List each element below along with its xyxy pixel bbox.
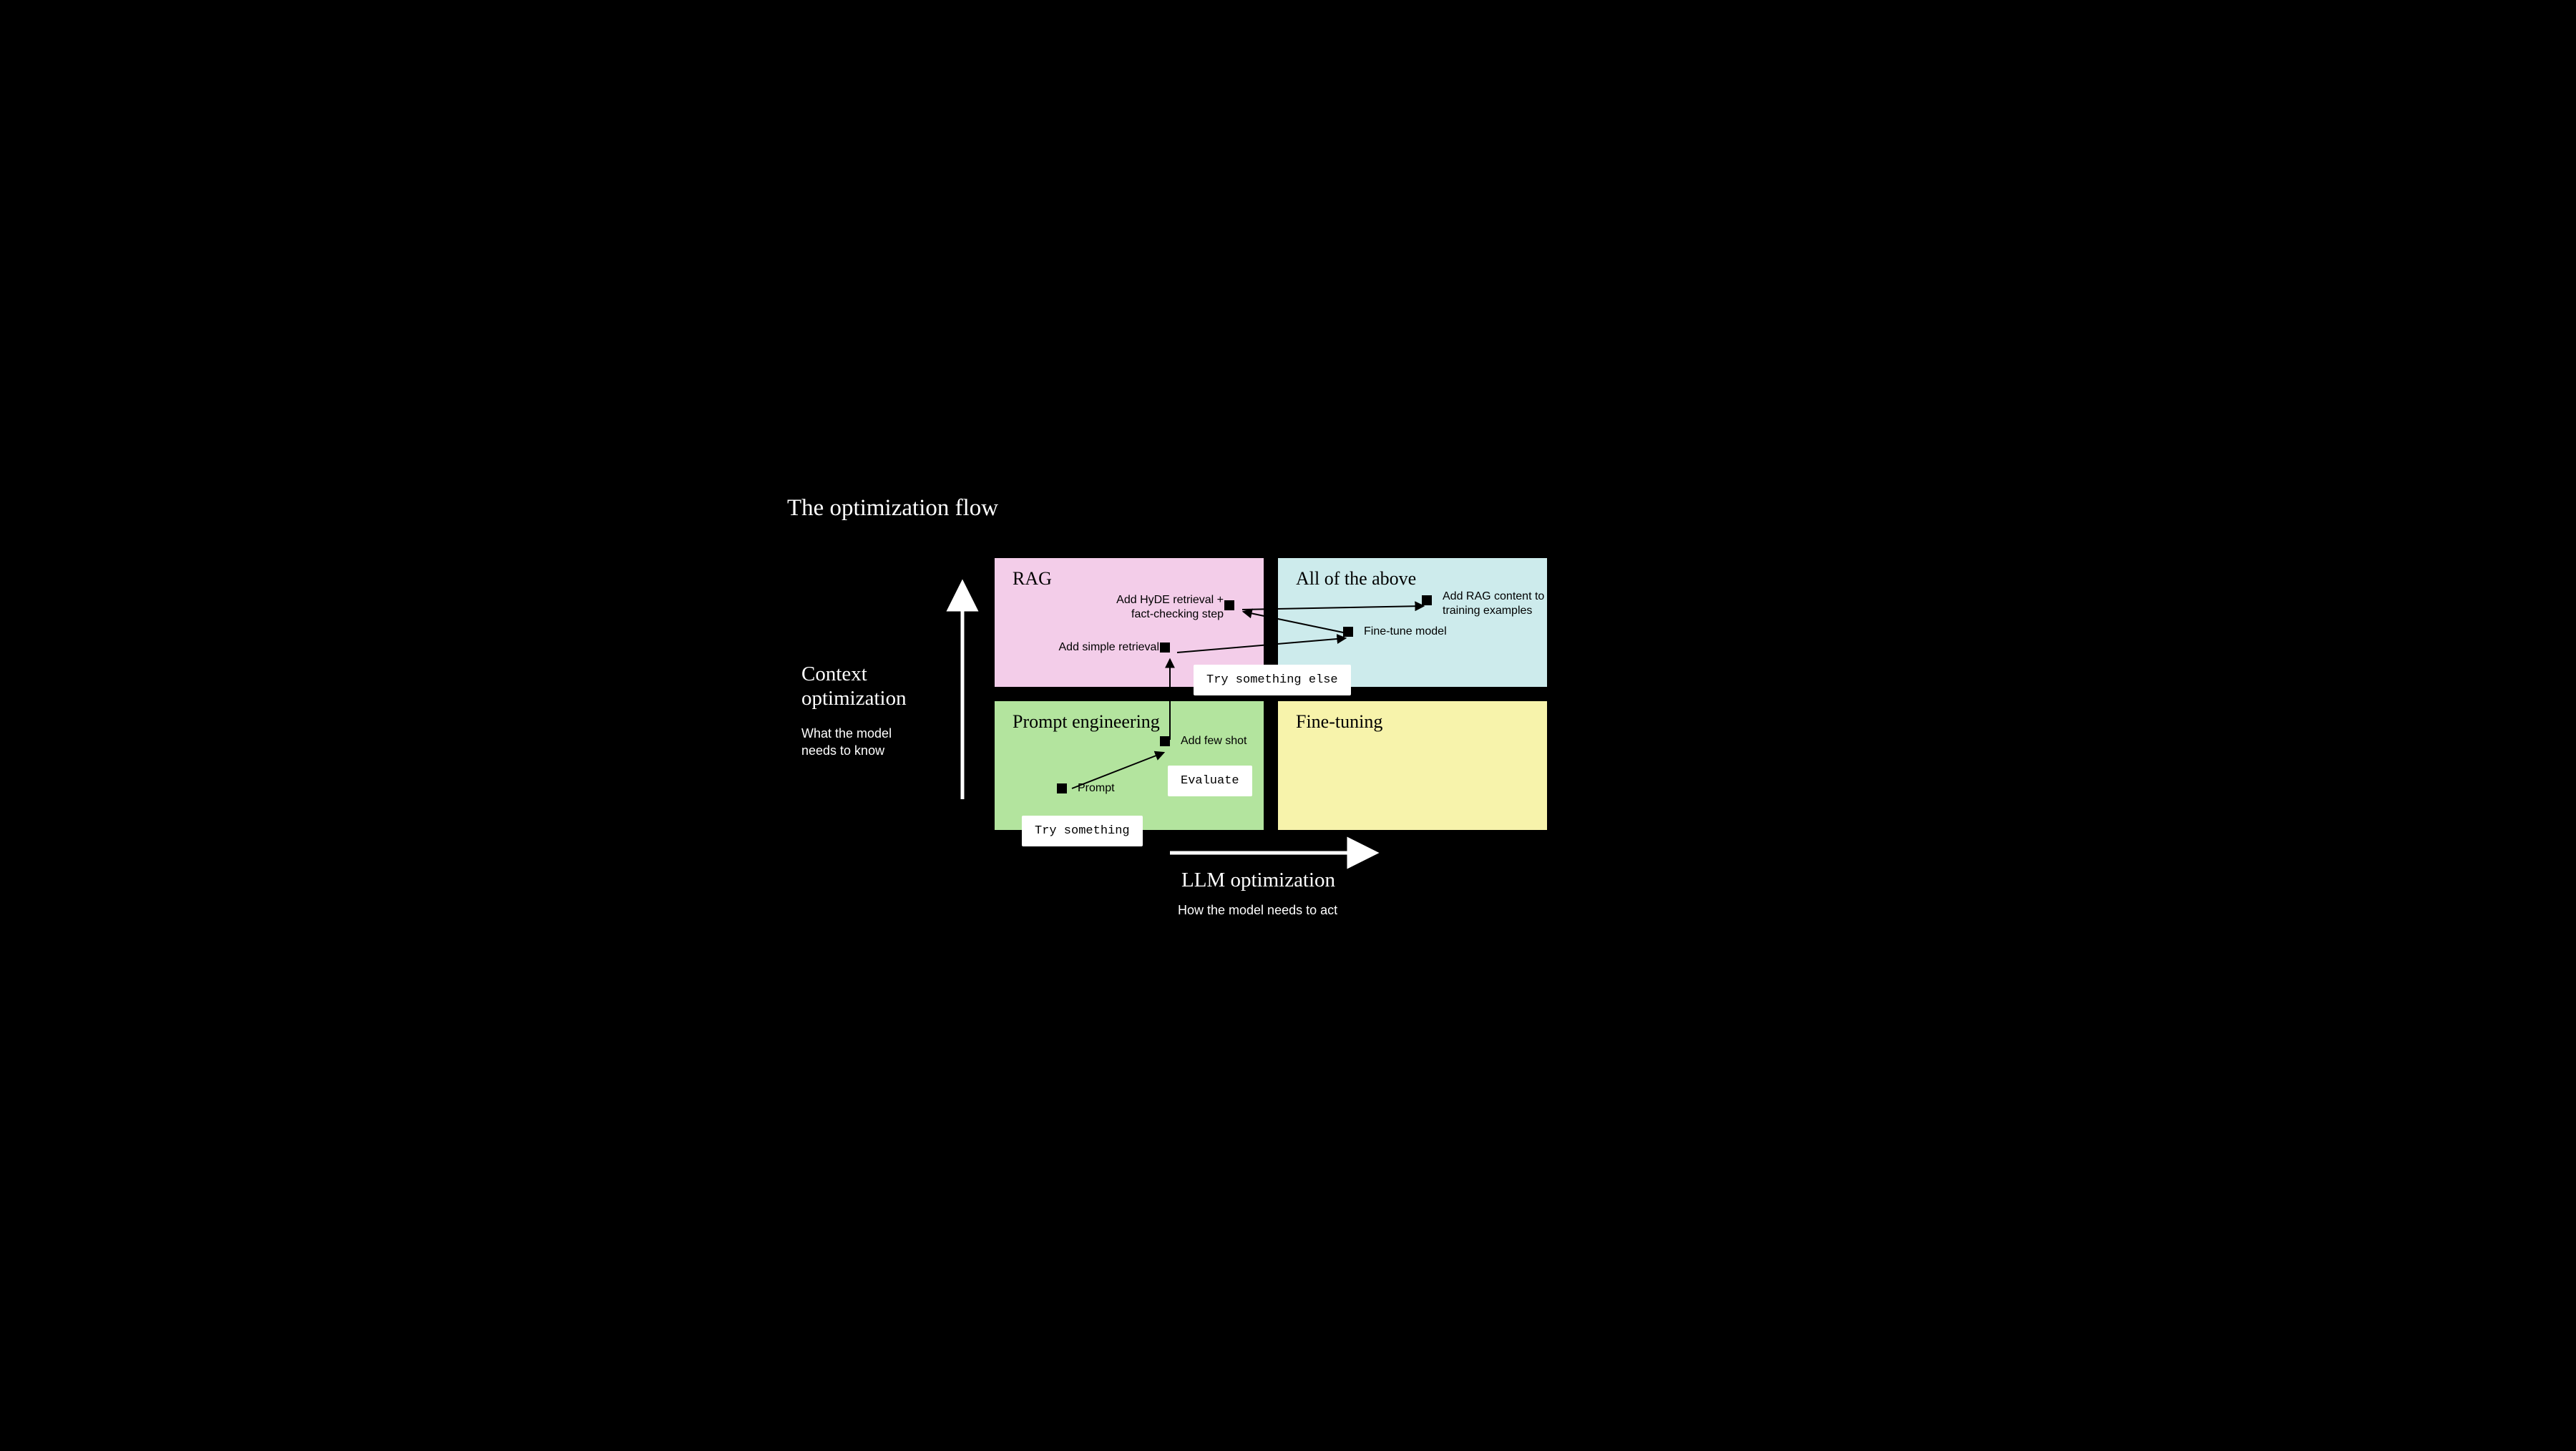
label-hyde: Add HyDE retrieval + fact-checking step — [1116, 593, 1224, 622]
marker-rag_train — [1422, 595, 1432, 605]
label-fewshot: Add few shot — [1181, 734, 1247, 748]
tag-try_something_else: Try something else — [1194, 665, 1351, 695]
y-axis-title: Contextoptimization — [801, 662, 907, 712]
marker-ft_model — [1343, 627, 1353, 637]
y-axis-title-text: Contextoptimization — [801, 663, 907, 710]
page-title: The optimization flow — [787, 495, 998, 522]
quadrant-title-above: All of the above — [1296, 568, 1416, 590]
marker-fewshot — [1160, 736, 1170, 746]
quadrant-title-prompteng: Prompt engineering — [1013, 711, 1160, 733]
slide-canvas: The optimization flow Contextoptimizatio… — [751, 424, 1825, 1028]
y-axis-subtitle: What the model needs to know — [801, 725, 930, 760]
label-prompt: Prompt — [1078, 781, 1115, 796]
label-rag_train: Add RAG content to training examples — [1443, 590, 1550, 618]
quadrant-title-rag: RAG — [1013, 568, 1052, 590]
quadrant-finetune: Fine-tuning — [1278, 701, 1547, 830]
tag-try_something: Try something — [1022, 816, 1143, 846]
label-ft_model: Fine-tune model — [1364, 625, 1447, 639]
label-simple_ret: Add simple retrieval — [1059, 640, 1160, 655]
tag-evaluate: Evaluate — [1168, 766, 1252, 796]
marker-prompt — [1057, 783, 1067, 793]
x-axis-subtitle: How the model needs to act — [1178, 903, 1337, 918]
x-axis-title: LLM optimization — [1181, 869, 1335, 892]
marker-simple_ret — [1160, 643, 1170, 653]
marker-hyde — [1224, 600, 1234, 610]
quadrant-title-finetune: Fine-tuning — [1296, 711, 1382, 733]
